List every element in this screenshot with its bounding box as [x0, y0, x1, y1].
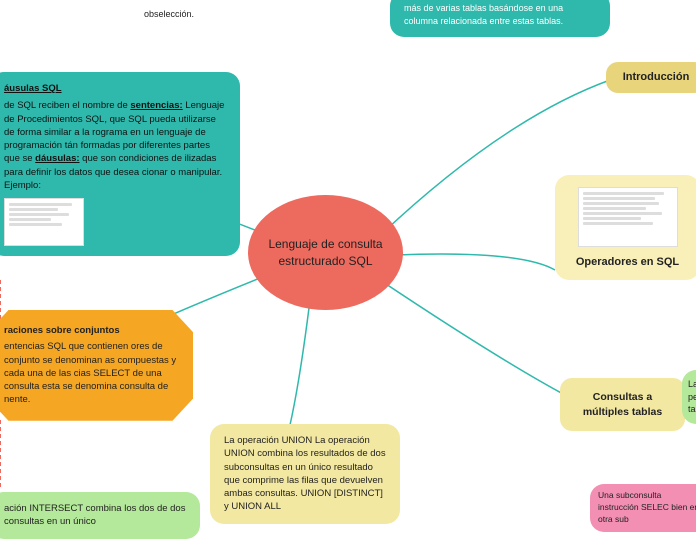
consultas-label: Consultas a múltiples tablas — [583, 391, 662, 418]
intersect-body: ación INTERSECT combina los dos de dos c… — [4, 503, 185, 527]
node-top-left: obselección. — [130, 0, 330, 31]
node-top-teal: más de varias tablas basándose en una co… — [390, 0, 610, 37]
node-operadores[interactable]: Operadores en SQL — [555, 175, 696, 280]
node-introduccion[interactable]: Introducción — [606, 62, 696, 93]
conjuntos-title: raciones sobre conjuntos — [4, 324, 177, 337]
clausulas-title: áusulas SQL — [4, 83, 62, 94]
intro-label: Introducción — [623, 71, 690, 83]
node-consultas[interactable]: Consultas a múltiples tablas — [560, 378, 685, 431]
node-conjuntos[interactable]: raciones sobre conjuntos entencias SQL q… — [0, 310, 193, 421]
top-teal-text: más de varias tablas basándose en una co… — [404, 3, 563, 26]
center-label: Lenguaje de consulta estructurado SQL — [262, 236, 389, 270]
center-node[interactable]: Lenguaje de consulta estructurado SQL — [248, 195, 403, 310]
node-right-green: La vo pe Un ta un — [682, 370, 696, 424]
node-clausulas[interactable]: áusulas SQL de SQL reciben el nombre de … — [0, 72, 240, 256]
top-left-text: obselección. — [144, 9, 194, 19]
clausulas-sentencias: sentencias: — [130, 100, 182, 111]
conjuntos-body: entencias SQL que contienen ores de conj… — [4, 341, 176, 405]
node-subconsulta[interactable]: Una subconsulta instrucción SELEC bien e… — [590, 484, 696, 532]
union-body: La operación UNION La operación UNION co… — [224, 435, 386, 512]
node-union[interactable]: La operación UNION La operación UNION co… — [210, 424, 400, 524]
right-green-text: La vo pe Un ta un — [688, 379, 696, 414]
node-intersect[interactable]: ación INTERSECT combina los dos de dos c… — [0, 492, 200, 539]
clausulas-body1: de SQL reciben el nombre de — [4, 100, 130, 111]
clausulas-word: dáusulas: — [35, 153, 79, 164]
clausulas-thumb — [4, 198, 84, 246]
operadores-label: Operadores en SQL — [569, 255, 686, 270]
subconsulta-body: Una subconsulta instrucción SELEC bien e… — [598, 490, 696, 524]
operadores-thumb — [578, 187, 678, 247]
